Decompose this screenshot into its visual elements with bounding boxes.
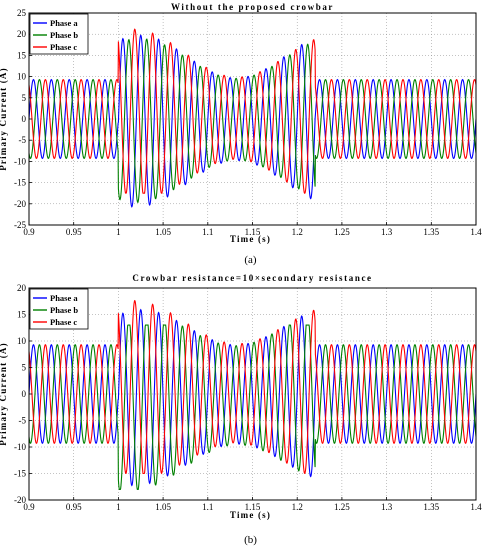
x-tick-label: 1.4 <box>470 227 482 237</box>
x-axis-label: Time (s) <box>230 234 271 244</box>
y-tick-label: 25 <box>17 8 27 18</box>
x-tick-label: 0.95 <box>66 227 82 237</box>
x-tick-label: 1 <box>116 502 121 512</box>
y-axis-label: Primary Current (A) <box>0 67 8 171</box>
legend-label: Phase c <box>50 317 77 327</box>
x-tick-label: 1.2 <box>292 502 303 512</box>
y-tick-label: 15 <box>17 50 27 60</box>
x-tick-label: 1.05 <box>155 502 171 512</box>
legend-box <box>29 13 89 55</box>
x-tick-label: 0.9 <box>23 502 35 512</box>
y-tick-label: 20 <box>17 29 27 39</box>
x-tick-label: 1.3 <box>381 502 393 512</box>
y-tick-label: 10 <box>17 72 27 82</box>
series-line-phase-a <box>29 34 476 208</box>
y-tick-label: -10 <box>14 442 26 452</box>
x-tick-label: 1.25 <box>334 502 350 512</box>
series-line-phase-b <box>29 324 476 490</box>
x-tick-label: 1 <box>116 227 121 237</box>
legend-label: Phase b <box>50 305 78 315</box>
series-line-phase-b <box>29 38 476 204</box>
x-tick-label: 1.35 <box>423 502 439 512</box>
x-tick-label: 1.1 <box>202 227 213 237</box>
chart-panel-a: 0.9 0.95 1 1.05 1.1 1.15 1.2 1.25 1.3 1.35 1.4 -25 -… <box>0 2 482 266</box>
y-tick-label: 0 <box>22 114 27 124</box>
figure-caption: (a) <box>244 254 257 266</box>
x-tick-label: 1.05 <box>155 227 171 237</box>
y-tick-label: -25 <box>14 220 26 230</box>
legend-label: Phase b <box>50 30 78 40</box>
x-tick-label: 1.2 <box>292 227 303 237</box>
legend: Phase a Phase b Phase c <box>29 13 89 55</box>
figure-caption: (b) <box>244 534 257 546</box>
y-tick-label: -15 <box>14 469 26 479</box>
x-tick-label: 0.9 <box>23 227 35 237</box>
x-tick-label: 1.4 <box>470 502 482 512</box>
x-tick-label: 1.1 <box>202 502 213 512</box>
series-line-phase-c <box>29 299 476 475</box>
y-tick-label: 20 <box>17 283 27 293</box>
y-tick-label: 10 <box>17 336 27 346</box>
x-tick-label: 1.15 <box>245 227 261 237</box>
legend-label: Phase c <box>50 42 77 52</box>
series-line-phase-a <box>29 308 476 487</box>
chart-panel-b: 0.9 0.95 1 1.05 1.1 1.15 1.2 1.25 1.3 1.35 1.4 -20 -… <box>0 273 482 546</box>
legend: Phase a Phase b Phase c <box>29 288 89 330</box>
y-tick-label: -10 <box>14 156 26 166</box>
chart-title: Crowbar resistance=10×secondary resistan… <box>132 273 372 283</box>
y-tick-label: 5 <box>22 363 27 373</box>
y-tick-label: -15 <box>14 178 26 188</box>
y-tick-label: 0 <box>22 389 27 399</box>
x-tick-label: 1.3 <box>381 227 393 237</box>
series-line-phase-c <box>29 28 476 194</box>
x-tick-label: 1.15 <box>245 502 261 512</box>
legend-label: Phase a <box>50 293 78 303</box>
x-axis-label: Time (s) <box>230 510 271 520</box>
y-axis-label: Primary Current (A) <box>0 342 8 446</box>
x-tick-label: 0.95 <box>66 502 82 512</box>
y-tick-label: -5 <box>19 135 27 145</box>
x-tick-label: 1.25 <box>334 227 350 237</box>
x-tick-label: 1.35 <box>423 227 439 237</box>
y-tick-label: 15 <box>17 310 27 320</box>
y-tick-label: -20 <box>14 199 26 209</box>
legend-label: Phase a <box>50 18 78 28</box>
y-tick-label: 5 <box>22 93 27 103</box>
chart-title: Without the proposed crowbar <box>171 2 334 12</box>
y-tick-label: -5 <box>19 416 27 426</box>
y-tick-label: -20 <box>14 495 26 505</box>
